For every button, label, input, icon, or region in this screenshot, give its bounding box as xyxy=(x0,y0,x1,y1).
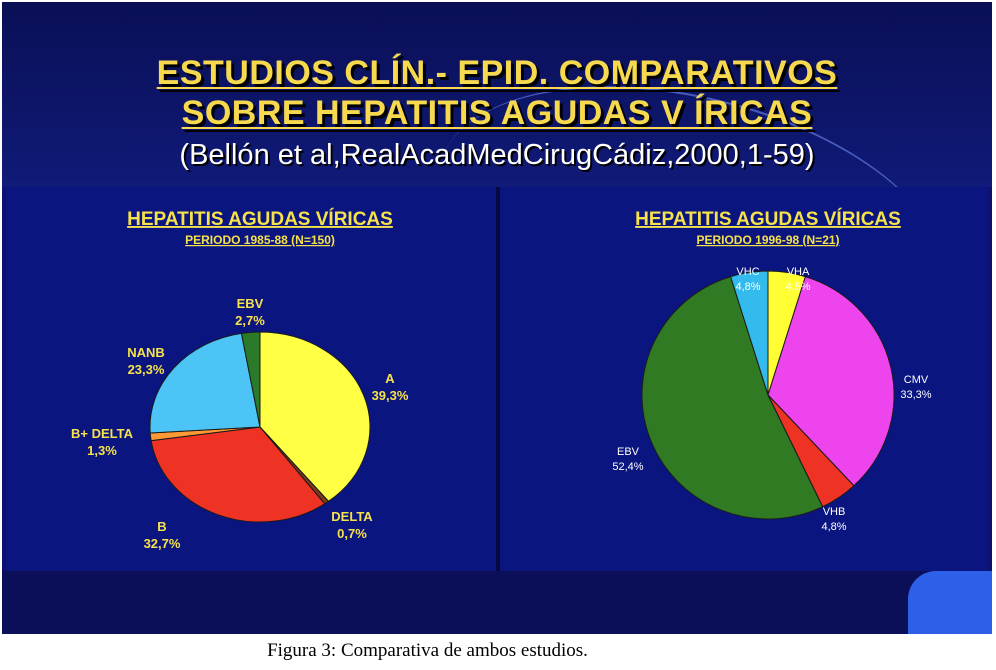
slice-label-vhc: VHC xyxy=(736,266,759,278)
slice-label-delta: DELTA xyxy=(331,509,373,524)
slice-value-vha: 4,8% xyxy=(785,281,810,293)
slice-value-delta: 0,7% xyxy=(337,526,367,541)
title-area: ESTUDIOS CLÍN.- EPID. COMPARATIVOS SOBRE… xyxy=(2,2,992,419)
pie-slice-ebv xyxy=(641,275,824,520)
slice-value-vhc: 4,8% xyxy=(735,281,760,293)
chart-subtitle: PERIODO 1996-98 (N=21) xyxy=(696,233,839,247)
slice-value-ebv: 52,4% xyxy=(612,461,643,473)
pie-slice-a xyxy=(259,331,371,502)
figure-caption: Figura 3: Comparativa de ambos estudios. xyxy=(267,640,588,661)
chart-title: HEPATITIS AGUDAS VÍRICAS xyxy=(635,208,901,230)
pie-slice-nanb xyxy=(149,332,261,434)
slice-value-vhb: 4,8% xyxy=(821,521,846,533)
slice-value-nanb: 23,3% xyxy=(128,362,165,377)
slice-label-a: A xyxy=(385,371,395,386)
slice-value-cmv: 33,3% xyxy=(900,389,931,401)
slice-label-ebv: EBV xyxy=(617,446,640,458)
slice-value-b-delta: 1,3% xyxy=(87,443,117,458)
slice-label-b: B xyxy=(157,519,166,534)
pie-slice-vhc xyxy=(729,270,769,396)
slice-value-b: 32,7% xyxy=(144,536,181,551)
pie-chart-1985-88: HEPATITIS AGUDAS VÍRICAS PERIODO 1985-88 … xyxy=(71,208,409,551)
chart-panel-1996-98: HEPATITIS AGUDAS VÍRICAS PERIODO 1996-98 … xyxy=(500,187,988,571)
slide-title-line-1: ESTUDIOS CLÍN.- EPID. COMPARATIVOS xyxy=(156,54,838,92)
slice-value-ebv: 2,7% xyxy=(235,313,265,328)
chart-title: HEPATITIS AGUDAS VÍRICAS xyxy=(127,208,393,230)
slice-label-b-delta: B+ DELTA xyxy=(71,426,134,441)
pie-slice-ebv xyxy=(240,331,261,428)
slide: ESTUDIOS CLÍN.- EPID. COMPARATIVOS SOBRE… xyxy=(2,2,992,634)
citation: (Bellón et al,RealAcadMedCirugCádiz,2000… xyxy=(179,139,815,171)
slice-label-vhb: VHB xyxy=(823,506,846,518)
panel-divider xyxy=(496,187,500,571)
slice-label-nanb: NANB xyxy=(127,345,165,360)
pie-chart-1996-98: HEPATITIS AGUDAS VÍRICAS PERIODO 1996-98 … xyxy=(612,208,931,533)
slice-label-vha: VHA xyxy=(787,266,810,278)
slide-title-line-2: SOBRE HEPATITIS AGUDAS V ÍRICAS xyxy=(181,94,813,132)
slice-label-cmv: CMV xyxy=(904,374,929,386)
chart-panel-1985-88: HEPATITIS AGUDAS VÍRICAS PERIODO 1985-88 … xyxy=(6,187,496,571)
pie-slice-b xyxy=(150,426,326,523)
corner-decoration xyxy=(908,571,992,634)
bottom-bar xyxy=(2,571,992,634)
slice-label-ebv: EBV xyxy=(237,296,264,311)
chart-subtitle: PERIODO 1985-88 (N=150) xyxy=(185,233,335,247)
pie-slice-cmv xyxy=(767,275,895,487)
slice-value-a: 39,3% xyxy=(372,388,409,403)
